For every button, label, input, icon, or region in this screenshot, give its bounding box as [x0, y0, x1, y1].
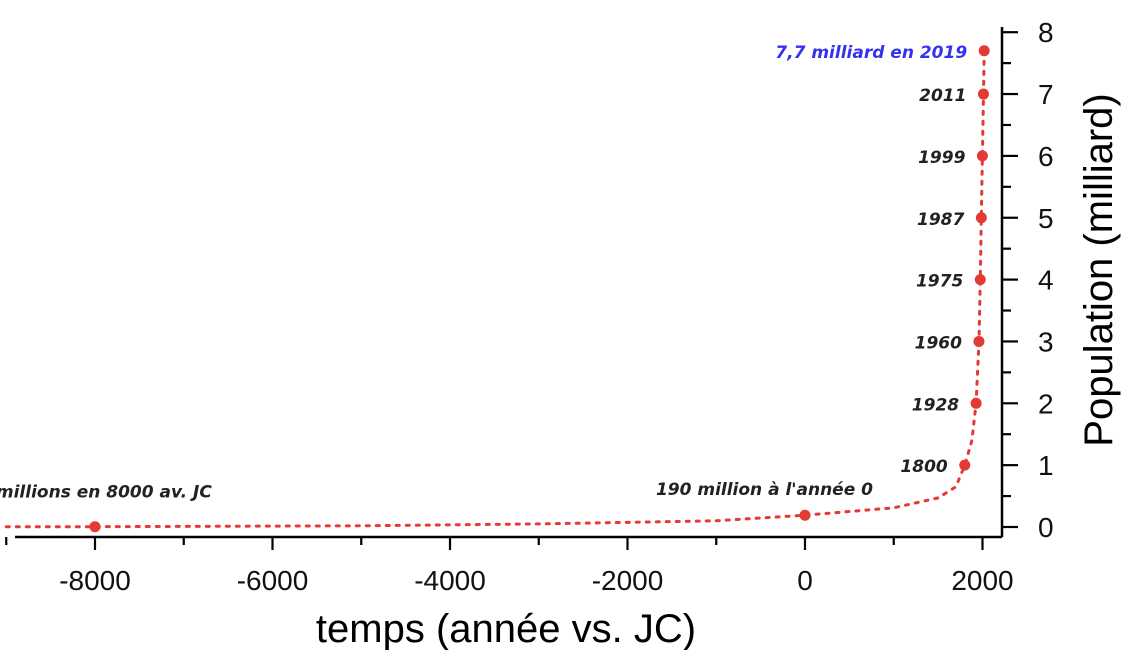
- point-label: 1960: [915, 333, 962, 353]
- x-tick-label: -6000: [237, 565, 309, 596]
- axes: [15, 27, 1004, 539]
- data-point: [959, 459, 971, 471]
- y-tick-label: 2: [1038, 388, 1054, 419]
- x-axis-title: temps (année vs. JC): [316, 607, 696, 650]
- y-tick-label: 0: [1038, 512, 1054, 543]
- x-tick-label: 0: [797, 565, 813, 596]
- data-point: [976, 150, 988, 162]
- y-axis-title: Population (milliard): [1077, 93, 1121, 446]
- y-tick-label: 6: [1038, 141, 1054, 172]
- x-tick-label: -2000: [592, 565, 664, 596]
- data-points: [89, 45, 990, 533]
- point-label: 5 millions en 8000 av. JC: [0, 483, 212, 503]
- x-tick-label: -4000: [414, 565, 486, 596]
- data-point: [975, 212, 987, 224]
- point-label: 190 million à l'année 0: [656, 480, 873, 500]
- y-tick-label: 7: [1038, 79, 1054, 110]
- data-point: [89, 521, 101, 533]
- y-tick-label: 5: [1038, 203, 1054, 234]
- data-point: [799, 509, 811, 521]
- point-label: 7,7 milliard en 2019: [775, 43, 967, 63]
- point-labels: 5 millions en 8000 av. JC 190 million à l…: [0, 43, 967, 503]
- data-point: [977, 88, 989, 100]
- x-tick-label: -8000: [59, 565, 131, 596]
- point-label: 1975: [916, 272, 963, 292]
- y-tick-label: 4: [1038, 265, 1054, 296]
- x-axis-ticks: -8000 -6000 -4000 -2000 0 2000: [5, 537, 1014, 596]
- point-label: 2011: [919, 86, 966, 106]
- y-tick-label: 8: [1038, 17, 1054, 48]
- data-point: [970, 397, 982, 409]
- y-tick-label: 1: [1038, 450, 1054, 481]
- data-point: [978, 45, 990, 57]
- point-label: 1928: [912, 395, 959, 415]
- point-label: 1987: [917, 210, 964, 230]
- data-point: [973, 335, 985, 347]
- point-label: 1999: [918, 148, 965, 168]
- y-tick-label: 3: [1038, 326, 1054, 357]
- trend-line: [4, 49, 986, 529]
- y-axis-ticks: 0 1 2 3 4 5 6 7 8: [1002, 17, 1054, 543]
- point-label: 1800: [900, 457, 947, 477]
- x-tick-label: 2000: [951, 565, 1013, 596]
- data-point: [974, 274, 986, 286]
